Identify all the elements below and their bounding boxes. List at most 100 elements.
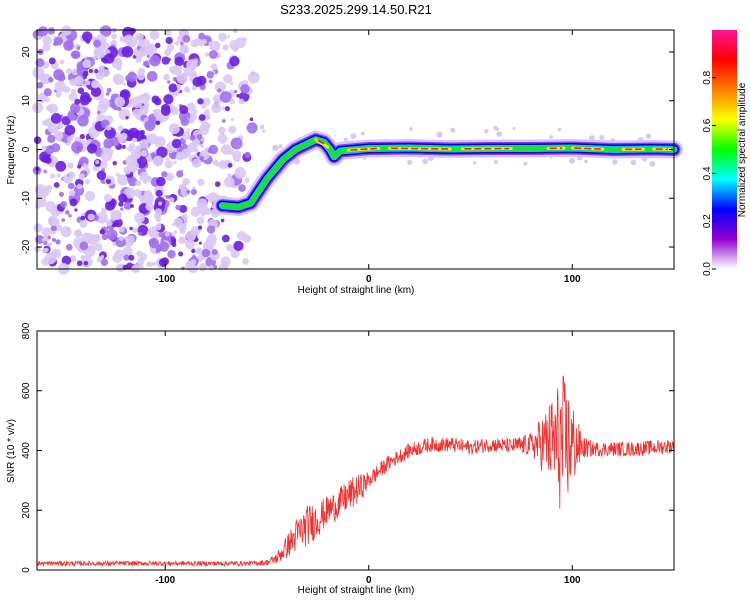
noise-blob — [118, 193, 128, 203]
noise-blob — [82, 59, 92, 69]
spectrogram-y-axis-label: Frequency (Hz) — [6, 116, 17, 185]
noise-blob — [151, 261, 156, 266]
noise-blob — [55, 239, 61, 245]
noise-blob — [436, 131, 443, 138]
noise-blob — [67, 162, 74, 169]
colorbar-tick-label: 0.8 — [702, 70, 713, 84]
noise-blob — [105, 92, 110, 96]
noise-blob — [42, 35, 52, 46]
noise-blob — [63, 86, 71, 93]
noise-blob — [227, 173, 232, 178]
noise-blob — [61, 218, 66, 222]
noise-blob — [360, 131, 365, 136]
noise-blob — [117, 134, 127, 143]
noise-blob — [68, 171, 76, 179]
noise-blob — [197, 225, 203, 230]
noise-blob — [71, 141, 84, 154]
snr-panel: -100 0 100 0 200 400 600 800 Height of straigh… — [6, 322, 675, 596]
noise-blob — [33, 223, 43, 233]
noise-blob — [90, 134, 94, 139]
noise-blob — [123, 254, 130, 261]
noise-blob — [168, 123, 180, 135]
noise-blob — [120, 90, 127, 98]
noise-blob — [104, 53, 115, 64]
noise-blob — [55, 160, 67, 172]
noise-blob — [155, 244, 163, 252]
noise-blob — [156, 146, 168, 159]
noise-blob — [60, 226, 72, 238]
noise-blob — [205, 238, 211, 244]
noise-blob — [164, 231, 170, 237]
noise-blob — [35, 58, 45, 68]
noise-blob — [41, 145, 47, 151]
noise-blob — [612, 159, 618, 165]
noise-blob — [211, 237, 216, 242]
noise-blob — [181, 266, 185, 271]
noise-blob — [104, 200, 116, 211]
noise-blob — [152, 155, 164, 167]
noise-blob — [236, 93, 241, 98]
noise-blob — [37, 26, 49, 37]
noise-blob — [120, 207, 124, 211]
noise-blob — [118, 201, 124, 207]
y-tick-label: 600 — [21, 382, 32, 399]
noise-blob — [229, 56, 240, 67]
spectrogram-x-axis-label: Height of straight line (km) — [298, 285, 415, 296]
noise-blob — [589, 134, 595, 141]
noise-blob — [104, 127, 116, 139]
noise-blob — [58, 191, 65, 197]
noise-blob — [220, 144, 232, 155]
noise-blob — [79, 95, 91, 106]
noise-blob — [350, 133, 357, 139]
x-tick-label: 100 — [564, 575, 581, 586]
noise-blob — [44, 157, 52, 164]
noise-blob — [192, 41, 199, 47]
noise-blob — [230, 248, 240, 259]
noise-blob — [88, 69, 93, 74]
noise-blob — [246, 122, 258, 134]
noise-blob — [197, 178, 205, 187]
noise-blob — [132, 227, 138, 233]
noise-blob — [80, 255, 85, 260]
noise-blob — [154, 136, 166, 148]
noise-blob — [69, 103, 81, 114]
noise-blob — [206, 71, 214, 79]
noise-blob — [165, 157, 170, 161]
noise-blob — [154, 224, 162, 231]
noise-blob — [242, 234, 252, 243]
noise-blob — [161, 171, 168, 178]
noise-blob — [196, 134, 203, 140]
noise-blob — [51, 143, 61, 153]
noise-blob — [124, 187, 136, 199]
noise-blob — [186, 128, 191, 133]
noise-blob — [155, 189, 163, 198]
noise-blob — [201, 38, 208, 45]
noise-blob — [127, 145, 134, 152]
y-tick-label: 10 — [21, 95, 32, 107]
noise-blob — [139, 171, 149, 182]
noise-blob — [183, 86, 191, 93]
noise-blob — [47, 235, 51, 240]
noise-blob — [208, 144, 219, 155]
noise-blob — [197, 98, 204, 105]
noise-blob — [82, 163, 87, 168]
noise-blob — [76, 183, 83, 190]
noise-blob — [141, 92, 151, 102]
noise-blob — [173, 230, 177, 235]
noise-blob — [173, 217, 183, 227]
noise-blob — [60, 200, 68, 208]
noise-blob — [167, 250, 176, 259]
noise-blob — [174, 40, 180, 46]
noise-blob — [127, 71, 138, 82]
noise-blob — [125, 116, 129, 120]
noise-blob — [43, 240, 48, 246]
spectrogram-ridge — [213, 130, 683, 217]
noise-blob — [645, 133, 652, 139]
noise-blob — [182, 34, 191, 43]
noise-blob — [227, 35, 231, 39]
noise-blob — [76, 46, 81, 50]
noise-blob — [70, 88, 76, 94]
noise-blob — [156, 176, 166, 187]
noise-blob — [182, 177, 190, 186]
noise-blob — [131, 137, 138, 143]
